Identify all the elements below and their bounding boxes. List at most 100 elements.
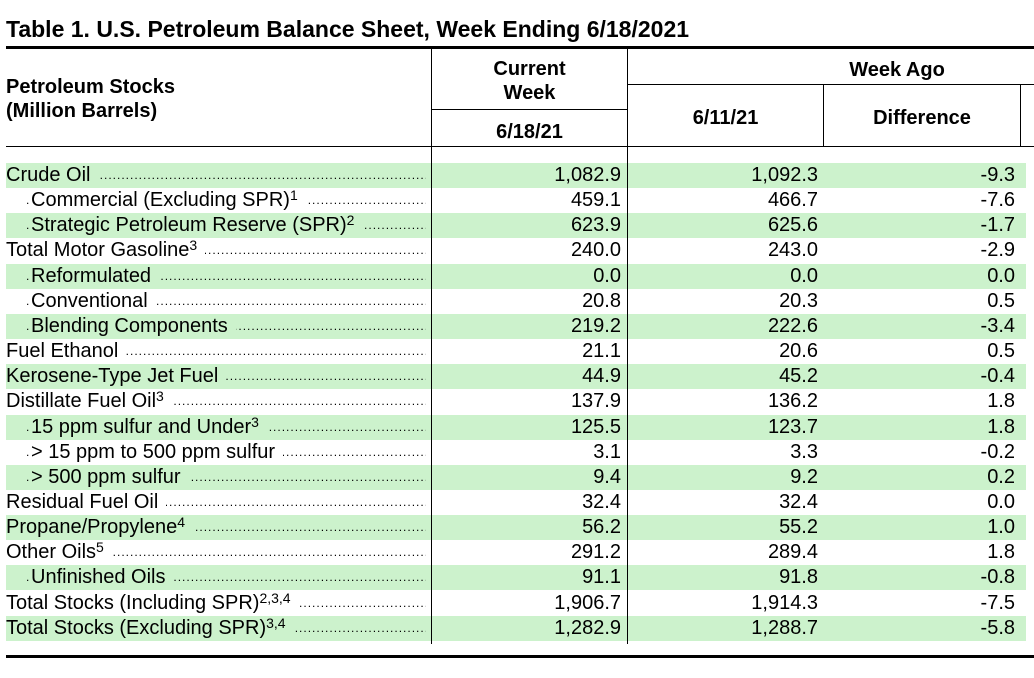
difference-value: -1.7 — [980, 214, 1015, 237]
current-week-value: 0.0 — [593, 264, 621, 287]
row-label-cell: ........................................… — [6, 615, 426, 641]
row-label-text: Unfinished Oils — [31, 566, 166, 589]
current-week-value: 137.9 — [570, 390, 621, 413]
table-row: ........................................… — [6, 565, 1026, 591]
row-label-text: Total Stocks (Including SPR) — [6, 591, 260, 614]
row-label-text: 15 ppm sulfur and Under — [31, 415, 252, 438]
row-label: Propane/Propylene4 — [6, 515, 194, 541]
row-label-text: Strategic Petroleum Reserve (SPR) — [31, 214, 347, 237]
current-week-value: 240.0 — [570, 239, 621, 262]
row-label-cell: ........................................… — [6, 489, 426, 515]
row-label-cell: ........................................… — [6, 313, 426, 339]
row-label-cell: ........................................… — [6, 414, 426, 440]
row-label: Blending Components — [31, 313, 236, 339]
table-row: ........................................… — [6, 238, 1026, 264]
column-divider-3 — [823, 84, 824, 146]
current-week-header: Current Week — [432, 57, 627, 105]
current-week-value: 1,082.9 — [554, 164, 621, 186]
row-label: Other Oils5 — [6, 540, 112, 566]
row-label-text: > 500 ppm sulfur — [31, 465, 181, 488]
current-week-divider — [432, 109, 627, 110]
current-week-value: 623.9 — [570, 214, 621, 237]
row-label: Residual Fuel Oil — [6, 489, 167, 515]
week-ago-value: 243.0 — [767, 239, 818, 262]
week-ago-value: 9.2 — [790, 465, 818, 488]
footnote-marker: 3 — [251, 414, 259, 430]
row-label-text: Propane/Propylene — [6, 516, 178, 539]
row-label-text: Blending Components — [31, 314, 228, 337]
current-week-value: 91.1 — [582, 566, 621, 589]
row-label-cell: ........................................… — [6, 565, 426, 591]
row-label-text: Total Stocks (Excluding SPR) — [6, 616, 267, 639]
row-label-text: Conventional — [31, 289, 148, 312]
current-week-value: 21.1 — [582, 340, 621, 363]
row-label-cell: ........................................… — [6, 339, 426, 365]
footnote-marker: 2 — [346, 213, 355, 229]
table-row: ........................................… — [6, 313, 1026, 339]
row-label-cell: ........................................… — [6, 389, 426, 415]
table-row: ........................................… — [6, 540, 1026, 566]
difference-value: 0.5 — [987, 340, 1015, 363]
footnote-marker: 3 — [156, 389, 164, 405]
row-label: Total Motor Gasoline3 — [6, 238, 206, 264]
row-label-text: Reformulated — [31, 264, 152, 287]
row-label: > 500 ppm sulfur — [31, 464, 189, 490]
row-label-cell: ........................................… — [6, 263, 426, 289]
footnote-marker: 1 — [289, 188, 298, 204]
footnote-marker: 5 — [96, 540, 104, 556]
footnote-marker: 2,3,4 — [259, 590, 291, 606]
table-row: ........................................… — [6, 590, 1026, 616]
table-title: Table 1. U.S. Petroleum Balance Sheet, W… — [6, 16, 690, 42]
row-label: Reformulated — [31, 263, 160, 289]
current-week-value: 459.1 — [570, 189, 621, 212]
row-label-cell: ........................................… — [6, 439, 426, 465]
row-label: Total Stocks (Including SPR)2,3,4 — [6, 590, 299, 616]
difference-value: 1.8 — [987, 541, 1015, 564]
difference-value: -2.9 — [980, 239, 1015, 262]
row-label: Distillate Fuel Oil3 — [6, 389, 172, 415]
table-row: ........................................… — [6, 389, 1026, 415]
row-label-cell: ........................................… — [6, 590, 426, 616]
difference-value: -3.4 — [980, 314, 1015, 337]
row-label: > 15 ppm to 500 ppm sulfur — [31, 439, 284, 465]
row-label-text: Residual Fuel Oil — [6, 490, 159, 513]
row-label-text: Fuel Ethanol — [6, 340, 119, 363]
table-row: ........................................… — [6, 515, 1026, 541]
difference-value: -7.6 — [980, 189, 1015, 212]
table-row: ........................................… — [6, 364, 1026, 390]
row-label: Strategic Petroleum Reserve (SPR)2 — [31, 213, 363, 239]
difference-value: -5.8 — [980, 616, 1015, 639]
row-label-text: Other Oils — [6, 541, 97, 564]
row-label-cell: ........................................… — [6, 188, 426, 214]
current-week-value: 3.1 — [593, 440, 621, 463]
stub-header: Petroleum Stocks (Million Barrels) — [6, 75, 175, 123]
row-label: Conventional — [31, 288, 156, 314]
footnote-marker: 3,4 — [266, 615, 286, 631]
current-week-value: 1,282.9 — [554, 616, 621, 639]
current-week-value: 291.2 — [570, 541, 621, 564]
column-divider-1 — [431, 49, 432, 644]
table-row: ........................................… — [6, 615, 1026, 641]
row-label-text: Distillate Fuel Oil — [6, 390, 157, 413]
dot-leader: ........................................… — [26, 168, 426, 182]
week-ago-divider — [628, 84, 1034, 85]
difference-value: -0.2 — [980, 440, 1015, 463]
current-week-value: 219.2 — [570, 314, 621, 337]
difference-header: Difference — [873, 107, 971, 129]
row-label-text: Commercial (Excluding SPR) — [31, 189, 290, 212]
row-label: Kerosene-Type Jet Fuel — [6, 364, 227, 390]
week-ago-value: 123.7 — [767, 415, 818, 438]
current-week-date: 6/18/21 — [496, 121, 563, 143]
current-week-value: 9.4 — [593, 465, 621, 488]
difference-value: -0.4 — [980, 365, 1015, 388]
table-row: ........................................… — [6, 188, 1026, 214]
week-ago-value: 1,092.3 — [751, 164, 818, 186]
row-label-cell: ........................................… — [6, 364, 426, 390]
current-week-line2: Week — [503, 82, 556, 104]
week-ago-value: 20.6 — [779, 340, 818, 363]
footnote-marker: 4 — [177, 515, 186, 531]
table-row: ........................................… — [6, 414, 1026, 440]
table-row: ........................................… — [6, 339, 1026, 365]
difference-value: -9.3 — [980, 164, 1015, 186]
difference-value: 0.5 — [987, 289, 1015, 312]
